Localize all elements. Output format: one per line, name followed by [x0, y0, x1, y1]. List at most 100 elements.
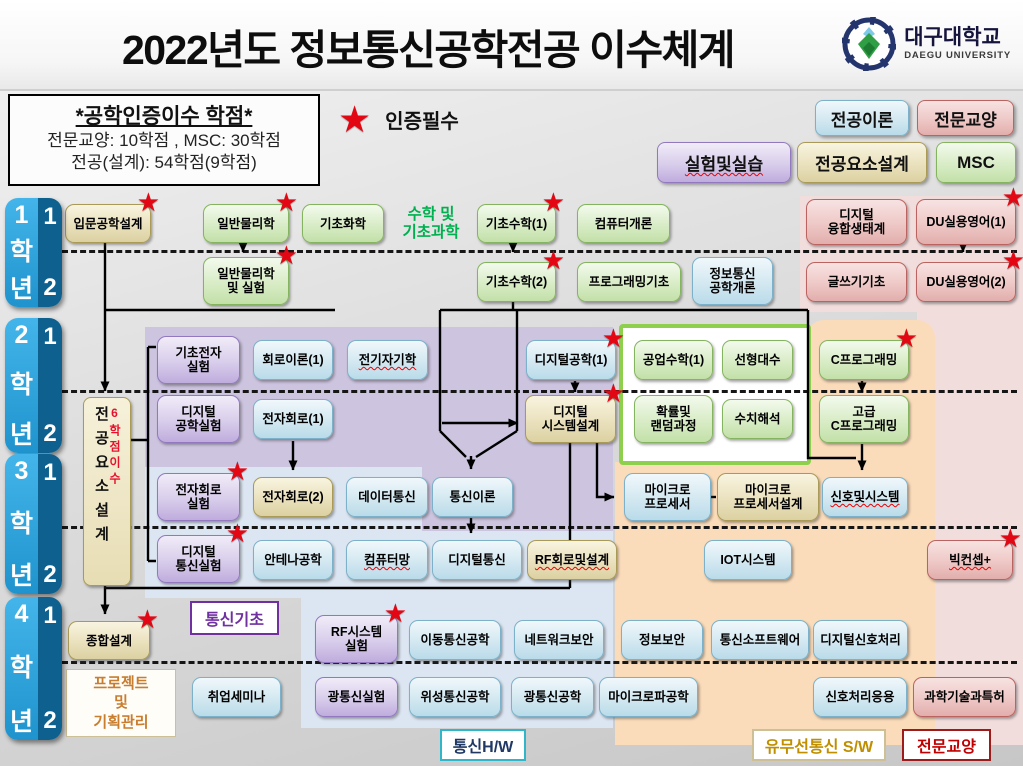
course-box: 기초전자 실험 [157, 336, 240, 384]
course-box: 신호처리응용 [813, 677, 907, 717]
legend-box: 전공요소설계 [797, 142, 927, 183]
certification-star-icon: ★ [894, 323, 918, 353]
course-box: 데이터통신 [346, 477, 428, 517]
certification-star-icon: ★ [274, 240, 298, 270]
course-box: DU실용영어(2) ★ [916, 247, 1023, 302]
element-design-credit-title: 전공요소설계 [92, 406, 110, 550]
course-box: 통신소프트웨어 [711, 620, 809, 660]
course-box: 일반물리학 및 실험 ★ [203, 242, 298, 305]
course-box: 취업세미나 [192, 677, 281, 717]
course-box: 컴퓨터망 [346, 540, 428, 580]
element-design-credit-box: 전공요소설계 6학점이수 [83, 397, 131, 586]
course-box: 디지털 시스템설계 ★ [525, 380, 625, 443]
certification-star-icon: ★ [383, 598, 407, 628]
certification-star-icon: ★ [1001, 182, 1023, 212]
info-box-title: *공학인증이수 학점* [75, 105, 253, 128]
university-name: 대구대학교 [904, 26, 1001, 50]
course-box: 선형대수 [722, 340, 793, 380]
course-box: 디지털 공학실험 [157, 395, 240, 443]
course-box: 기초수학(2) ★ [477, 247, 565, 302]
course-box: 빅컨셉+ ★ [927, 525, 1022, 580]
certification-star-icon: ★ [541, 245, 565, 275]
certification-star-icon: ★ [601, 323, 625, 353]
course-box: 회로이론(1) [253, 340, 333, 380]
group-label: 프로젝트 및 기획관리 [66, 669, 176, 737]
required-star-icon: ★ [338, 99, 372, 140]
star-legend: ★ 인증필수 [338, 98, 459, 141]
course-box: 수치해석 [722, 399, 793, 439]
course-box: 정보보안 [621, 620, 703, 660]
info-box-line1: 전문교양: 10학점 , MSC: 30학점 [47, 131, 281, 150]
course-box: 확률및 랜덤과정 [634, 395, 713, 443]
course-box: DU실용영어(1) ★ [916, 184, 1023, 245]
course-box: 광통신실험 [315, 677, 398, 717]
course-box: 고급 C프로그래밍 [819, 395, 909, 443]
course-box: 마이크로 프로세서설계 [717, 473, 819, 521]
course-box: 안테나공학 [253, 540, 333, 580]
page-title: 2022년도 정보통신공학전공 이수체계 [121, 27, 736, 73]
certification-star-icon: ★ [1001, 245, 1023, 275]
course-box: 정보통신 공학개론 [692, 257, 773, 305]
certification-star-icon: ★ [274, 187, 298, 217]
course-box: 종합설계 ★ [68, 606, 159, 660]
course-box: 전기자기학 [347, 340, 428, 380]
certification-star-icon: ★ [998, 523, 1022, 553]
course-box: 이동통신공학 [409, 620, 501, 660]
course-box: 신호및시스템 [822, 477, 908, 517]
slide-header: 2022년도 정보통신공학전공 이수체계 대구대학교 DAEGU UNIVERS… [0, 0, 1023, 91]
course-box: 기초화학 [302, 204, 384, 243]
course-box: 일반물리학 ★ [203, 189, 298, 243]
group-label: 전문교양 [902, 729, 991, 761]
certification-credit-info-box: *공학인증이수 학점* 전문교양: 10학점 , MSC: 30학점 전공(설계… [8, 94, 320, 186]
semester-divider-year4 [62, 661, 1017, 664]
course-box: RF시스템 실험 ★ [315, 600, 407, 663]
course-box: 광통신공학 [511, 677, 594, 717]
university-logo: 대구대학교 DAEGU UNIVERSITY [842, 17, 1011, 71]
course-box: 프로그래밍기초 [577, 262, 681, 302]
course-box: 공업수학(1) [634, 340, 713, 380]
certification-star-icon: ★ [541, 187, 565, 217]
university-name-en: DAEGU UNIVERSITY [904, 49, 1011, 61]
course-box: 디지털통신 [432, 540, 522, 580]
course-box: RF회로및설계 [527, 540, 617, 580]
legend-box: 전공이론 [815, 100, 909, 136]
course-box: 위성통신공학 [409, 677, 501, 717]
course-box: 네트워크보안 [514, 620, 604, 660]
semester-divider-year3 [62, 526, 1017, 529]
star-legend-label: 인증필수 [385, 111, 459, 133]
course-box: 마이크로파공학 [599, 677, 698, 717]
legend-box: MSC [936, 142, 1016, 183]
course-box: 디지털 융합생태계 [806, 199, 907, 245]
certification-star-icon: ★ [601, 378, 625, 408]
course-box: 컴퓨터개론 [577, 204, 670, 243]
course-box: 디지털공학(1) ★ [526, 325, 625, 380]
course-box: 전자회로 실험 ★ [157, 458, 249, 521]
university-emblem-icon [842, 17, 897, 71]
element-design-credit-note: 6학점이수 [107, 406, 122, 488]
group-label: 수학 및 기초과학 [402, 206, 460, 241]
certification-star-icon: ★ [136, 187, 160, 217]
course-box: 기초수학(1) ★ [477, 189, 565, 243]
course-box: 디지털 통신실험 ★ [157, 520, 249, 583]
course-box: C프로그래밍 ★ [819, 325, 918, 380]
course-box: IOT시스템 [704, 540, 792, 580]
course-box: 과학기술과특허 [913, 677, 1016, 717]
semester-divider-year2 [62, 390, 1017, 393]
course-box: 전자회로(2) [253, 477, 333, 517]
legend-box: 실험및실습 [657, 142, 791, 183]
info-box-line2: 전공(설계): 54학점(9학점) [71, 153, 257, 173]
certification-star-icon: ★ [135, 604, 159, 634]
